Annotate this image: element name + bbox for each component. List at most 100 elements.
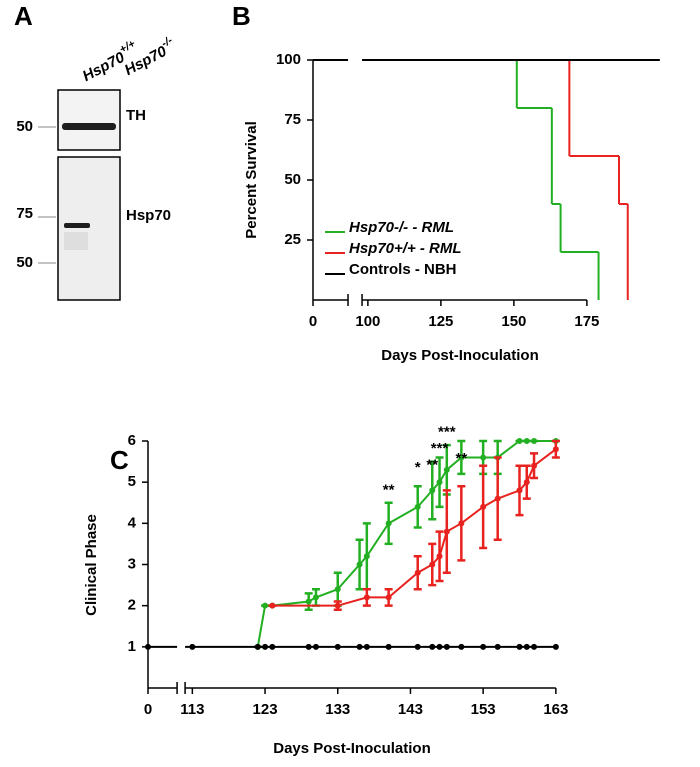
point [429, 643, 436, 650]
point [458, 454, 465, 461]
point [312, 643, 319, 650]
blot [57, 89, 121, 151]
x-axis-label: Days Post-Inoculation [381, 347, 539, 364]
y-axis-label: Percent Survival [243, 121, 260, 239]
x-tick-label: 125 [428, 313, 453, 330]
point [269, 643, 276, 650]
point [429, 561, 436, 568]
series-line [256, 440, 556, 648]
point [334, 602, 341, 609]
x-tick-label: 133 [325, 701, 350, 718]
y-tick-label: 1 [128, 638, 136, 655]
point [363, 643, 370, 650]
point [414, 503, 421, 510]
point [363, 594, 370, 601]
y-tick-label: 100 [276, 51, 301, 68]
y-tick-label: 50 [284, 171, 301, 188]
significance: * [415, 459, 421, 476]
point [305, 598, 312, 605]
y-tick-label: 25 [284, 231, 301, 248]
point [458, 643, 465, 650]
legend-label: Hsp70-/- - RML [349, 219, 454, 236]
marker-label: 50 [16, 118, 33, 135]
point [480, 503, 487, 510]
point [531, 643, 538, 650]
point [443, 643, 450, 650]
point [458, 520, 465, 527]
significance: ** [455, 450, 467, 467]
y-tick-label: 3 [128, 555, 136, 572]
y-tick-label: 4 [128, 514, 137, 531]
point [262, 602, 269, 609]
point [523, 643, 530, 650]
point [385, 594, 392, 601]
point [262, 643, 269, 650]
y-tick-label: 5 [128, 473, 136, 490]
significance: ** [426, 457, 438, 474]
point [312, 594, 319, 601]
panel-letter: A [14, 1, 33, 31]
point [385, 643, 392, 650]
point [414, 569, 421, 576]
point [436, 553, 443, 560]
point [552, 643, 559, 650]
point [494, 495, 501, 502]
y-tick-label: 2 [128, 597, 136, 614]
point [356, 643, 363, 650]
panel-letter: B [232, 1, 251, 31]
point [523, 438, 530, 444]
significance: ** [383, 481, 395, 498]
band [64, 223, 90, 228]
point [443, 528, 450, 535]
x-tick-label: 153 [471, 701, 496, 718]
x-tick-label: 143 [398, 701, 423, 718]
point [516, 438, 523, 444]
point [531, 438, 538, 444]
point [363, 553, 370, 560]
legend-label: Hsp70+/+ - RML [349, 240, 462, 257]
significance: *** [431, 440, 449, 457]
point [436, 479, 443, 486]
x-tick-label: 0 [144, 701, 152, 718]
point [480, 643, 487, 650]
x-tick-label: 123 [253, 701, 278, 718]
point [531, 462, 538, 469]
band [62, 123, 116, 130]
x-tick-label: 0 [309, 313, 317, 330]
y-axis-label: Clinical Phase [83, 514, 100, 616]
point [436, 643, 443, 650]
legend-label: Controls - NBH [349, 261, 457, 278]
point [334, 643, 341, 650]
blot-label: Hsp70 [126, 207, 171, 224]
blot [57, 156, 121, 301]
x-axis-label: Days Post-Inoculation [273, 740, 431, 757]
axis-break [177, 435, 186, 694]
point [443, 466, 450, 473]
marker-label: 75 [16, 205, 33, 222]
significance: *** [438, 424, 456, 441]
point [414, 643, 421, 650]
point [516, 487, 523, 494]
y-tick-label: 75 [284, 111, 301, 128]
point [254, 643, 261, 650]
axis-break [348, 54, 363, 306]
x-tick-label: 175 [574, 313, 599, 330]
x-tick-label: 150 [501, 313, 526, 330]
smear [64, 232, 88, 250]
lane-label-base: Hsp70 [80, 49, 128, 85]
point [429, 487, 436, 494]
point [269, 602, 276, 609]
point [189, 643, 196, 650]
x-tick-label: 163 [543, 701, 568, 718]
point [334, 586, 341, 593]
blot-label: TH [126, 107, 146, 124]
point [480, 454, 487, 461]
y-tick-label: 6 [128, 432, 136, 449]
point [494, 643, 501, 650]
point [356, 561, 363, 568]
point [523, 479, 530, 486]
x-tick-label: 113 [180, 701, 204, 718]
panel-letter: C [110, 445, 129, 475]
marker-label: 50 [16, 254, 33, 271]
